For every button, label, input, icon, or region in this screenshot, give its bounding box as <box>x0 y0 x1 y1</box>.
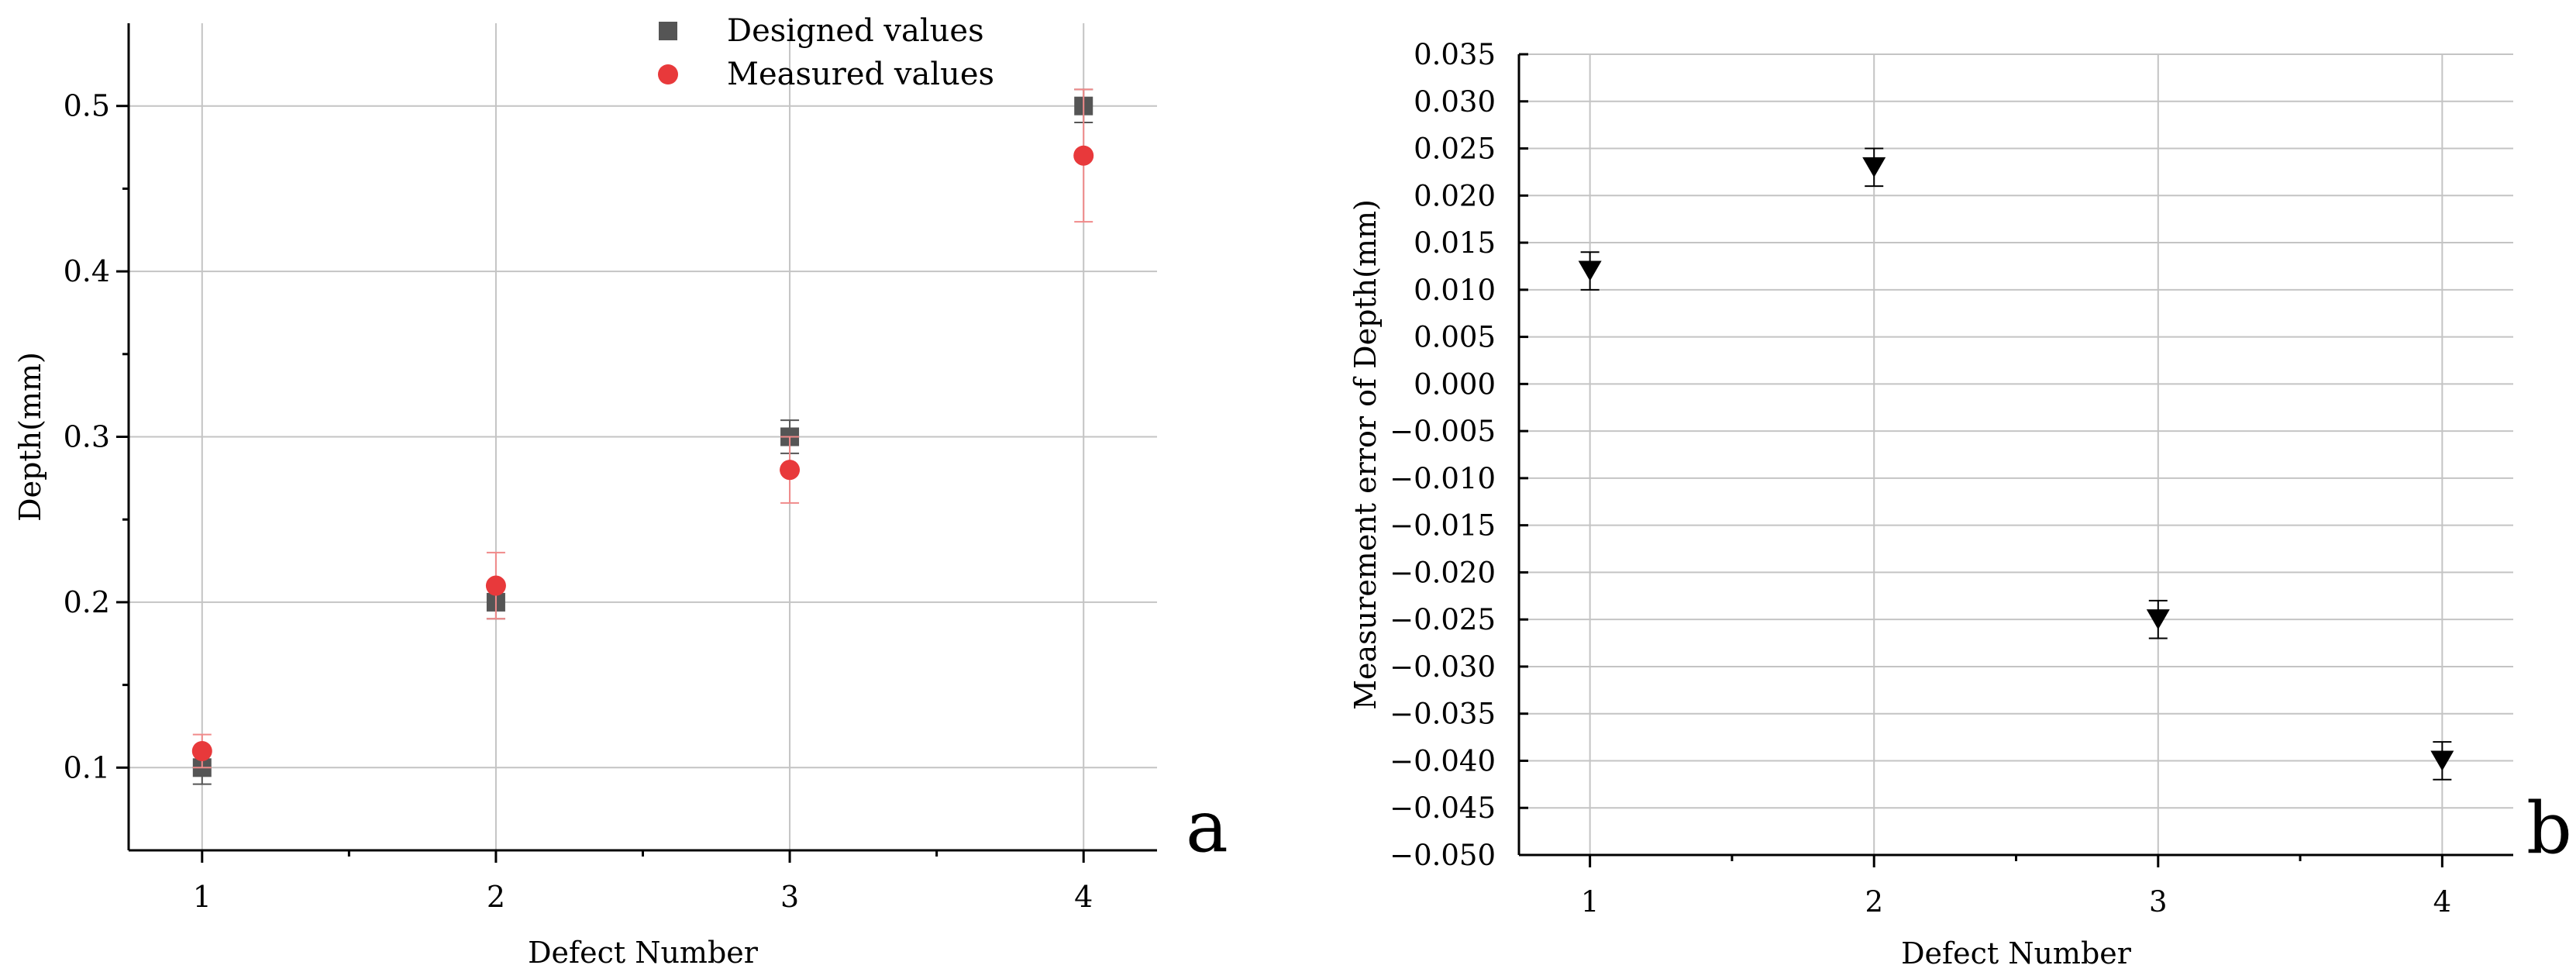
data-point-triangle <box>1862 157 1886 178</box>
x-tick-label: 4 <box>1074 880 1093 914</box>
y-tick-label: 0.2 <box>64 585 110 619</box>
y-tick-label: −0.030 <box>1390 650 1496 684</box>
y-tick-label: −0.005 <box>1390 415 1496 448</box>
y-tick-label: 0.020 <box>1414 179 1496 212</box>
y-axis-label: Depth(mm) <box>13 352 47 522</box>
y-tick-label: 0.030 <box>1414 85 1496 119</box>
data-point-triangle <box>2146 609 2170 630</box>
x-tick-label: 4 <box>2433 885 2452 919</box>
legend: Designed values Measured values <box>658 13 994 92</box>
panel-letter: b <box>2526 787 2572 870</box>
data-point-triangle <box>1578 260 1602 281</box>
y-tick-label: −0.040 <box>1390 744 1496 777</box>
panel-letter: a <box>1186 785 1228 868</box>
y-tick-label: −0.015 <box>1390 509 1496 543</box>
legend-label: Measured values <box>727 57 994 92</box>
y-tick-label: −0.025 <box>1390 603 1496 636</box>
data-point-circle <box>485 575 506 596</box>
y-tick-label: 0.035 <box>1414 38 1496 71</box>
y-tick-label: 0.010 <box>1414 274 1496 307</box>
y-tick-label: 0.005 <box>1414 321 1496 354</box>
x-tick-label: 1 <box>193 880 212 914</box>
x-tick-label: 3 <box>2149 885 2168 919</box>
y-tick-label: −0.010 <box>1390 462 1496 495</box>
y-tick-label: −0.035 <box>1390 698 1496 731</box>
y-axis-label: Measurement error of Depth(mm) <box>1348 199 1383 710</box>
legend-marker-circle <box>658 64 678 84</box>
data-point-circle <box>191 740 212 761</box>
x-axis-label: Defect Number <box>528 936 759 970</box>
legend-marker-square <box>659 22 677 40</box>
x-tick-label: 2 <box>1865 885 1883 919</box>
legend-label: Designed values <box>727 13 984 49</box>
y-tick-label: 0.015 <box>1414 226 1496 260</box>
y-tick-label: −0.020 <box>1390 556 1496 589</box>
data-point-circle <box>1073 145 1094 166</box>
y-tick-label: 0.025 <box>1414 133 1496 166</box>
series-0 <box>1578 147 2454 781</box>
x-tick-label: 3 <box>780 880 799 914</box>
x-tick-label: 1 <box>1581 885 1600 919</box>
series-1 <box>191 88 1094 769</box>
chart-panel-b: 1 2 3 4 0.035 0.030 0.025 0.020 0.015 0.010 0.005 0… <box>1348 38 2572 970</box>
y-tick-label: 0.1 <box>64 750 110 784</box>
y-tick-label: 0.5 <box>64 89 110 123</box>
y-tick-label: −0.050 <box>1390 839 1496 872</box>
y-tick-label: 0.3 <box>64 420 110 454</box>
x-tick-label: 2 <box>487 880 505 914</box>
y-tick-label: 0.4 <box>64 254 110 288</box>
data-point-triangle <box>2430 750 2454 771</box>
y-tick-label: 0.000 <box>1414 367 1496 401</box>
y-tick-label: −0.045 <box>1390 791 1496 825</box>
data-point-circle <box>780 460 801 481</box>
chart-panel-a: 1 2 3 4 0.1 0.2 0.3 0.4 0.5 Defect Number Depth(mm… <box>13 13 1228 970</box>
x-axis-label: Defect Number <box>1901 936 2132 970</box>
